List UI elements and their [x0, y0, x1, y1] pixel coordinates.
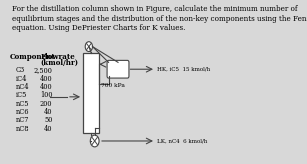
Text: For the distillation column shown in Figure, calculate the minimum number of
equ: For the distillation column shown in Fig…: [12, 5, 307, 32]
Text: 50: 50: [44, 116, 52, 124]
Text: 2,500: 2,500: [33, 66, 52, 74]
Text: 100: 100: [40, 91, 52, 99]
Ellipse shape: [90, 135, 99, 147]
Text: 200: 200: [40, 100, 52, 108]
Text: LK, nC4  6 kmol/h: LK, nC4 6 kmol/h: [157, 138, 208, 144]
Text: Flowrate: Flowrate: [41, 52, 76, 61]
Text: Component: Component: [10, 52, 56, 61]
Text: nC7: nC7: [16, 116, 29, 124]
Text: HK, iC5  15 kmol/h: HK, iC5 15 kmol/h: [157, 67, 211, 72]
Bar: [83, 52, 99, 133]
Text: C3: C3: [16, 66, 25, 74]
FancyBboxPatch shape: [107, 60, 129, 78]
Text: iC4: iC4: [16, 75, 27, 83]
Text: 40: 40: [44, 108, 52, 116]
Text: 400: 400: [40, 75, 52, 83]
Text: nC8: nC8: [16, 125, 29, 133]
Text: iC5: iC5: [16, 91, 27, 99]
Text: nC4: nC4: [16, 83, 29, 91]
Text: 400: 400: [40, 83, 52, 91]
Text: nC6: nC6: [16, 108, 29, 116]
Text: 700 kPa: 700 kPa: [101, 83, 125, 88]
Text: nC5: nC5: [16, 100, 29, 108]
Text: 40: 40: [44, 125, 52, 133]
Text: (kmol/hr): (kmol/hr): [41, 59, 79, 67]
Ellipse shape: [85, 42, 92, 51]
